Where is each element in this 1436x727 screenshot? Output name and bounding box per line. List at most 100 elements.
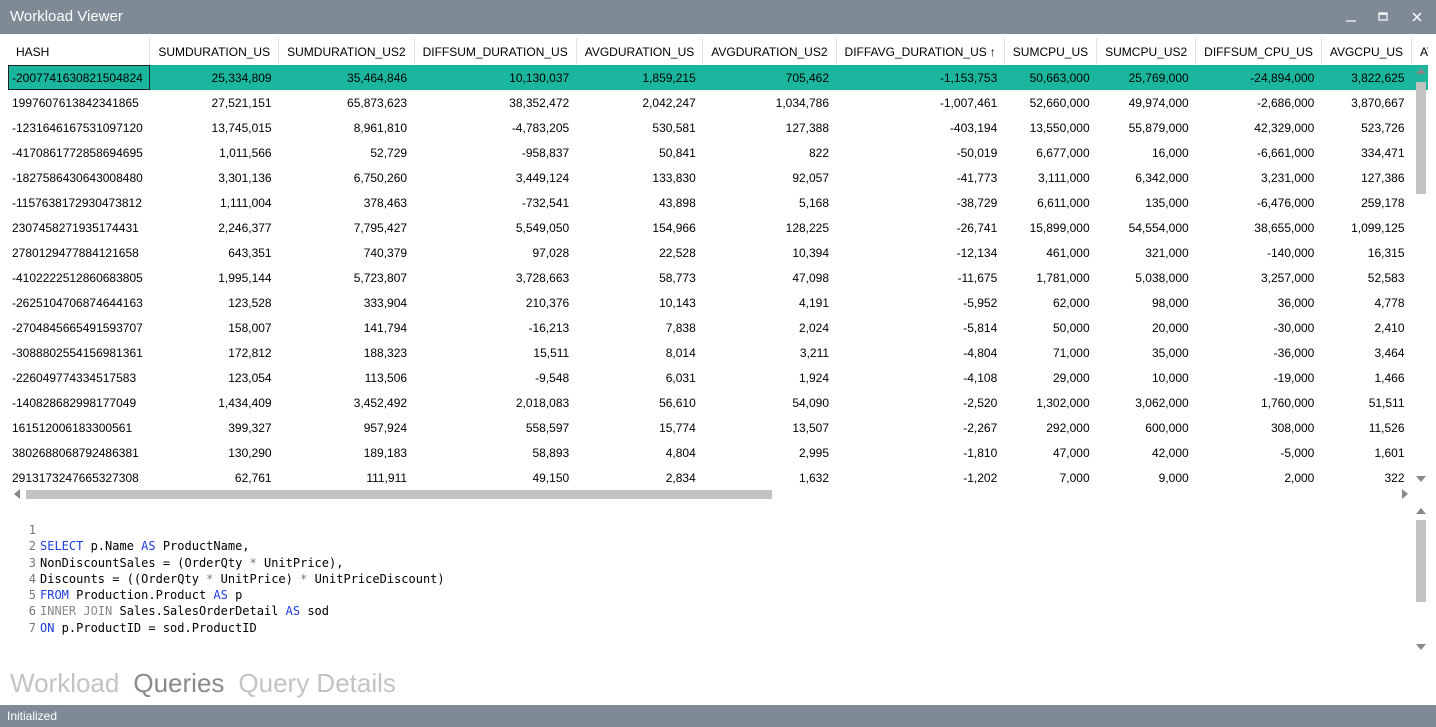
table-cell[interactable]: 2913173247665327308 (12, 470, 139, 485)
table-row[interactable]: -226049774334517583 123,054 113,506 -9,548 6… (8, 365, 1428, 390)
table-cell[interactable]: 9,000 (1158, 470, 1189, 485)
table-cell[interactable]: -732,541 (521, 195, 570, 210)
table-cell[interactable]: -2,520 (963, 395, 998, 410)
table-cell[interactable]: 43,898 (659, 195, 696, 210)
table-cell[interactable]: 15,774 (659, 420, 696, 435)
table-cell[interactable]: 3,111,000 (1038, 170, 1090, 185)
table-cell[interactable]: 292,000 (1046, 420, 1090, 435)
table-cell[interactable]: 3,062,000 (1135, 395, 1189, 410)
table-cell[interactable]: 1,111,004 (220, 195, 272, 210)
table-cell[interactable]: -4170861772858694695 (12, 145, 143, 160)
table-cell[interactable]: -3088802554156981361 (12, 345, 143, 360)
table-cell[interactable]: 740,379 (363, 245, 408, 260)
table-cell[interactable]: 42,329,000 (1254, 120, 1315, 135)
table-cell[interactable]: -5,952 (963, 295, 998, 310)
table-row[interactable]: 2780129477884121658 643,351 740,379 97,028 2… (8, 240, 1428, 265)
table-cell[interactable]: 3,464 (1374, 345, 1405, 360)
table-cell[interactable]: -12,134 (956, 245, 998, 260)
table-cell[interactable]: 50,663,000 (1004, 65, 1097, 90)
table-cell[interactable]: -4,108 (963, 370, 998, 385)
table-cell[interactable]: 4,778 (1374, 295, 1405, 310)
table-cell[interactable]: 259,178 (1361, 195, 1405, 210)
table-cell[interactable]: -41,773 (956, 170, 998, 185)
table-cell[interactable]: 8,961,810 (353, 120, 408, 135)
table-cell[interactable]: 1,434,409 (218, 395, 272, 410)
table-cell[interactable]: 189,183 (363, 445, 408, 460)
table-cell[interactable]: -1,007,461 (939, 95, 998, 110)
table-cell[interactable]: 123,054 (228, 370, 272, 385)
table-cell[interactable]: 52,729 (370, 145, 408, 160)
table-cell[interactable]: 2,995 (799, 445, 830, 460)
table-cell[interactable]: 7,795,427 (353, 220, 408, 235)
table-cell[interactable]: 25,769,000 (1096, 65, 1196, 90)
table-row[interactable]: -4102222512860683805 1,995,144 5,723,807 3,… (8, 265, 1428, 290)
table-cell[interactable]: 3802688068792486381 (12, 445, 139, 460)
table-cell[interactable]: 3,257,000 (1260, 270, 1315, 285)
table-cell[interactable]: -36,000 (1273, 345, 1315, 360)
table-cell[interactable]: -30,000 (1273, 320, 1315, 335)
table-cell[interactable]: -226049774334517583 (12, 370, 137, 385)
table-cell[interactable]: 52,660,000 (1029, 95, 1090, 110)
table-cell[interactable]: -2625104706874644163 (12, 295, 143, 310)
column-header-diffsum-duration-us[interactable]: DIFFSUM_DURATION_US (414, 38, 577, 65)
table-cell[interactable]: 5,038,000 (1135, 270, 1189, 285)
table-cell[interactable]: 113,506 (364, 370, 408, 385)
table-cell[interactable]: 3,728,663 (515, 270, 570, 285)
table-cell[interactable]: 50,000 (1052, 320, 1090, 335)
table-cell[interactable]: 133,830 (652, 170, 696, 185)
table-cell[interactable]: 55,879,000 (1128, 120, 1189, 135)
table-cell[interactable]: 2,042,247 (642, 95, 696, 110)
tab-queries[interactable]: Queries (133, 668, 225, 698)
table-cell[interactable]: -2,686,000 (1256, 95, 1315, 110)
table-cell[interactable]: 27,521,151 (211, 95, 272, 110)
table-cell[interactable]: 6,031 (665, 370, 696, 385)
table-cell[interactable]: -140,000 (1266, 245, 1315, 260)
table-cell[interactable]: 322 (1384, 470, 1405, 485)
table-cell[interactable]: 154,966 (652, 220, 696, 235)
column-header-avgduration-us2[interactable]: AVGDURATION_US2 (702, 38, 837, 65)
table-cell[interactable]: 38,352,472 (509, 95, 570, 110)
table-cell[interactable]: 49,974,000 (1128, 95, 1189, 110)
table-cell[interactable]: 58,893 (532, 445, 570, 460)
table-cell[interactable]: -1157638172930473812 (12, 195, 142, 210)
table-cell[interactable]: 2,410 (1374, 320, 1405, 335)
table-cell[interactable]: 1,859,215 (576, 65, 703, 90)
table-cell[interactable]: 5,723,807 (353, 270, 408, 285)
table-cell[interactable]: -4102222512860683805 (12, 270, 143, 285)
table-cell[interactable]: 54,090 (792, 395, 830, 410)
table-cell[interactable]: 3,822,625 (1321, 65, 1412, 90)
table-cell[interactable]: -19,000 (1273, 370, 1315, 385)
table-cell[interactable]: 11,526 (1368, 420, 1405, 435)
editor-vertical-scrollbar[interactable] (1412, 506, 1430, 652)
table-cell[interactable]: 1,760,000 (1260, 395, 1315, 410)
table-cell[interactable]: 957,924 (363, 420, 408, 435)
column-header-sumcpu-us2[interactable]: SUMCPU_US2 (1096, 38, 1197, 65)
table-cell[interactable]: -11,675 (957, 270, 998, 285)
table-row[interactable]: 2307458271935174431 2,246,377 7,795,427 5,5… (8, 215, 1428, 240)
table-cell[interactable]: 3,452,492 (353, 395, 408, 410)
table-row[interactable]: -2704845665491593707 158,007 141,794 -16,21… (8, 315, 1428, 340)
editor-scroll-up-arrow-icon[interactable] (1415, 506, 1427, 516)
table-cell[interactable]: 54,554,000 (1128, 220, 1189, 235)
table-cell[interactable]: -2,267 (963, 420, 998, 435)
table-cell[interactable]: -1,153,753 (836, 65, 1005, 90)
table-row[interactable]: -140828682998177049 1,434,409 3,452,492 2,0… (8, 390, 1428, 415)
query-text-editor[interactable]: 1 2 SELECT p.Name AS ProductName, 3 NonDisco… (20, 522, 1410, 640)
table-cell[interactable]: 6,677,000 (1036, 145, 1090, 160)
column-header-hash[interactable]: HASH (8, 38, 151, 65)
table-cell[interactable]: 1,632 (799, 470, 830, 485)
tab-workload[interactable]: Workload (10, 668, 120, 698)
table-cell[interactable]: 52,583 (1367, 270, 1405, 285)
grid-vertical-scroll-thumb[interactable] (1416, 82, 1426, 194)
table-cell[interactable]: 10,394 (792, 245, 830, 260)
table-cell[interactable]: -16,213 (528, 320, 570, 335)
table-cell[interactable]: 13,507 (792, 420, 830, 435)
table-cell[interactable]: 1,781,000 (1036, 270, 1090, 285)
table-cell[interactable]: 111,911 (366, 470, 408, 485)
table-cell[interactable]: -2007741630821504824 (8, 65, 150, 90)
table-cell[interactable]: 15,899,000 (1029, 220, 1090, 235)
table-cell[interactable]: 4,191 (799, 295, 830, 310)
grid-horizontal-scrollbar[interactable] (10, 486, 1412, 502)
table-row[interactable]: -2625104706874644163 123,528 333,904 210,37… (8, 290, 1428, 315)
column-header-sumcpu-us[interactable]: SUMCPU_US (1004, 38, 1098, 65)
